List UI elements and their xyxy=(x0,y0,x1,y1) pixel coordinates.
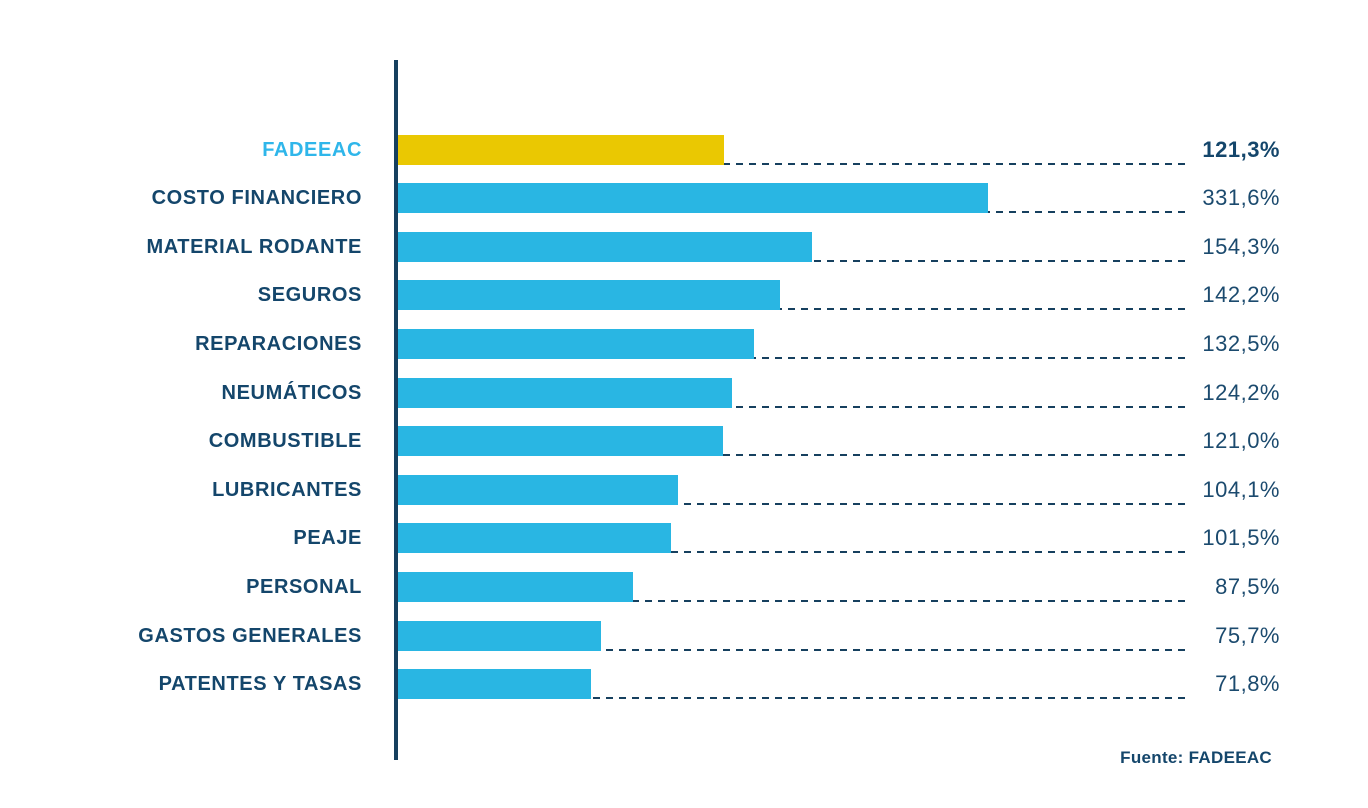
y-axis-line xyxy=(394,60,398,760)
leader-dashed-line xyxy=(398,502,1185,505)
category-label: PATENTES Y TASAS xyxy=(158,673,362,696)
chart-row: COSTO FINANCIERO 331,6% xyxy=(0,183,1368,214)
value-label: 87,5% xyxy=(1215,574,1280,600)
leader-dashed-line xyxy=(398,648,1185,651)
leader-dashed-line xyxy=(398,551,1185,554)
category-label: GASTOS GENERALES xyxy=(138,624,362,647)
category-label: COSTO FINANCIERO xyxy=(151,187,362,210)
value-label: 132,5% xyxy=(1202,330,1280,356)
bar xyxy=(398,183,988,214)
chart-row: LUBRICANTES 104,1% xyxy=(0,474,1368,505)
bar xyxy=(398,474,678,505)
value-label: 104,1% xyxy=(1202,476,1280,502)
bar xyxy=(398,669,591,700)
chart-row: PATENTES Y TASAS 71,8% xyxy=(0,669,1368,700)
value-label: 331,6% xyxy=(1202,185,1280,211)
value-label: 101,5% xyxy=(1202,525,1280,551)
category-label: FADEEAC xyxy=(262,138,362,161)
leader-dashed-line xyxy=(398,356,1185,359)
bar xyxy=(398,523,671,554)
chart-row: SEGUROS 142,2% xyxy=(0,280,1368,311)
bar xyxy=(398,280,780,311)
leader-dashed-line xyxy=(398,600,1185,603)
bar xyxy=(398,231,812,262)
chart-row: PERSONAL 87,5% xyxy=(0,572,1368,603)
value-label: 142,2% xyxy=(1202,282,1280,308)
value-label: 71,8% xyxy=(1215,671,1280,697)
bar xyxy=(398,620,601,651)
bar-highlight xyxy=(398,134,724,165)
category-label: NEUMÁTICOS xyxy=(221,381,362,404)
bar xyxy=(398,426,723,457)
bar xyxy=(398,328,754,359)
leader-dashed-line xyxy=(398,405,1185,408)
category-label: COMBUSTIBLE xyxy=(208,430,362,453)
chart-row: NEUMÁTICOS 124,2% xyxy=(0,377,1368,408)
chart-row: REPARACIONES 132,5% xyxy=(0,328,1368,359)
leader-dashed-line xyxy=(398,697,1185,700)
chart-row: MATERIAL RODANTE 154,3% xyxy=(0,231,1368,262)
category-label: REPARACIONES xyxy=(195,332,362,355)
leader-dashed-line xyxy=(398,454,1185,457)
chart-row: GASTOS GENERALES 75,7% xyxy=(0,620,1368,651)
bar xyxy=(398,377,732,408)
chart-row: FADEEAC 121,3% xyxy=(0,134,1368,165)
category-label: MATERIAL RODANTE xyxy=(146,235,362,258)
chart-row: COMBUSTIBLE 121,0% xyxy=(0,426,1368,457)
chart-row: PEAJE 101,5% xyxy=(0,523,1368,554)
leader-dashed-line xyxy=(398,162,1185,165)
value-label: 121,0% xyxy=(1202,428,1280,454)
leader-dashed-line xyxy=(398,308,1185,311)
category-label: LUBRICANTES xyxy=(212,478,362,501)
category-label: PEAJE xyxy=(293,527,362,550)
value-label: 121,3% xyxy=(1202,136,1280,162)
source-note: Fuente: FADEEAC xyxy=(1120,748,1272,767)
bar xyxy=(398,572,633,603)
value-label: 124,2% xyxy=(1202,379,1280,405)
category-label: PERSONAL xyxy=(246,576,362,599)
value-label: 154,3% xyxy=(1202,233,1280,259)
category-label: SEGUROS xyxy=(257,284,362,307)
value-label: 75,7% xyxy=(1215,622,1280,648)
